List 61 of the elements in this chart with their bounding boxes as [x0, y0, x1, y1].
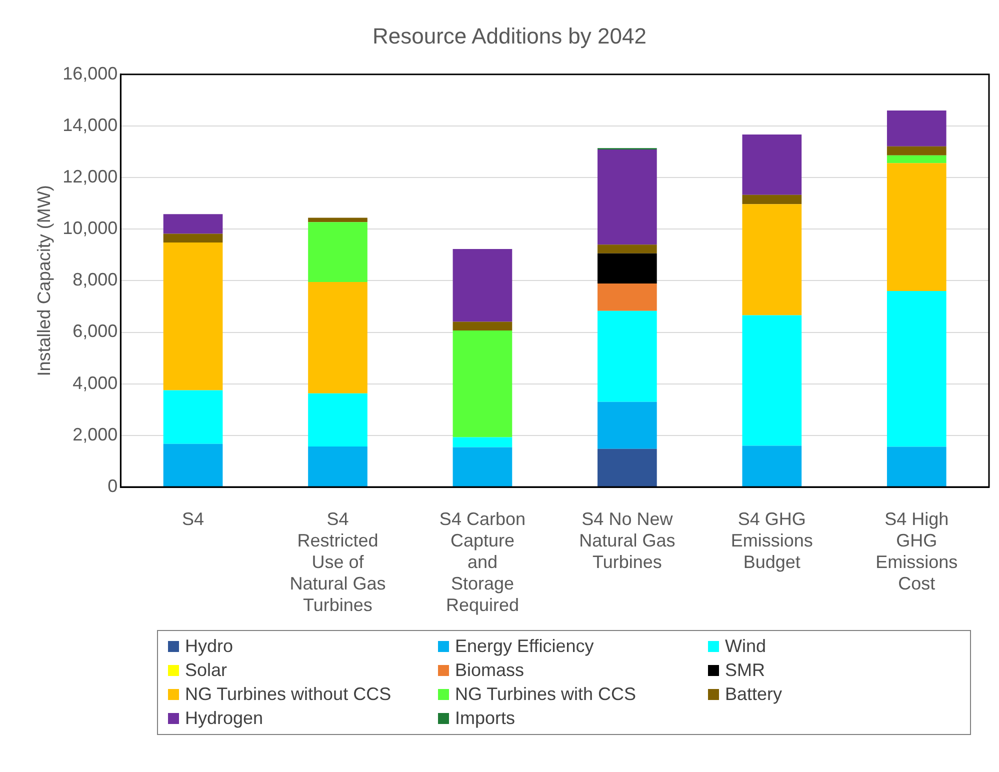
x-tick-label: S4 Carbon Capture and Storage Required	[439, 508, 526, 616]
bar	[886, 446, 946, 486]
y-tick-label: 4,000	[72, 372, 118, 393]
y-tick-label: 2,000	[72, 424, 118, 444]
y-tick-label: 10,000	[62, 218, 118, 238]
y-tick-label: 6,000	[72, 321, 118, 342]
bar	[598, 149, 657, 245]
y-tick-label: 12,000	[62, 166, 118, 187]
bar	[742, 446, 802, 486]
bar	[742, 315, 802, 446]
bar	[163, 214, 223, 234]
legend-label: Hydrogen	[185, 708, 264, 729]
bar	[452, 248, 512, 322]
x-tick-label: S4	[182, 508, 204, 529]
x-tick-label: S4 High GHG Emissions Cost	[876, 508, 958, 594]
legend-label: Hydro	[185, 636, 234, 657]
chart-title: Resource Additions by 2042	[372, 23, 646, 48]
legend-label: Energy Efficiency	[455, 636, 594, 657]
bar	[886, 146, 946, 156]
bar	[163, 234, 223, 243]
x-tick-label: S4 GHG Emissions Budget	[730, 508, 813, 572]
bar	[742, 194, 802, 204]
bar	[886, 155, 946, 164]
bar	[452, 330, 512, 438]
y-tick-label: 8,000	[72, 270, 118, 290]
legend-label: Wind	[725, 636, 766, 657]
legend-label: NG Turbines without CCS	[185, 684, 392, 705]
legend-label: Solar	[185, 660, 228, 681]
legend-label: Biomass	[455, 660, 524, 681]
bar	[308, 393, 368, 447]
y-axis-title: Installed Capacity (MW)	[34, 185, 54, 376]
y-tick-label: 16,000	[62, 63, 118, 84]
legend-label: SMR	[725, 660, 765, 681]
legend-label: Imports	[455, 708, 516, 729]
bar	[598, 402, 657, 449]
bar	[886, 291, 946, 447]
bar	[308, 218, 368, 222]
bar	[452, 447, 512, 486]
bar	[598, 310, 657, 402]
bar	[742, 134, 802, 195]
bar	[598, 448, 657, 486]
x-tick-label: S4 No New Natural Gas Turbines	[579, 508, 676, 572]
bar	[742, 204, 802, 316]
bar	[886, 110, 946, 146]
bar	[308, 222, 368, 282]
y-tick-label: 14,000	[62, 114, 118, 135]
bar	[163, 390, 223, 444]
legend-label: NG Turbines with CCS	[455, 684, 636, 705]
bar	[886, 163, 946, 292]
bar	[452, 322, 512, 330]
legend-label: Battery	[725, 684, 782, 705]
bar	[308, 282, 368, 394]
bar	[308, 446, 368, 486]
x-tick-label: S4 Restricted Use of Natural Gas Turbines	[290, 508, 386, 616]
bar	[598, 244, 657, 254]
bar	[598, 284, 657, 311]
bar	[163, 242, 223, 390]
bar	[452, 437, 512, 448]
y-tick-label: 0	[108, 476, 118, 496]
bar	[598, 253, 657, 284]
bar	[163, 444, 223, 486]
